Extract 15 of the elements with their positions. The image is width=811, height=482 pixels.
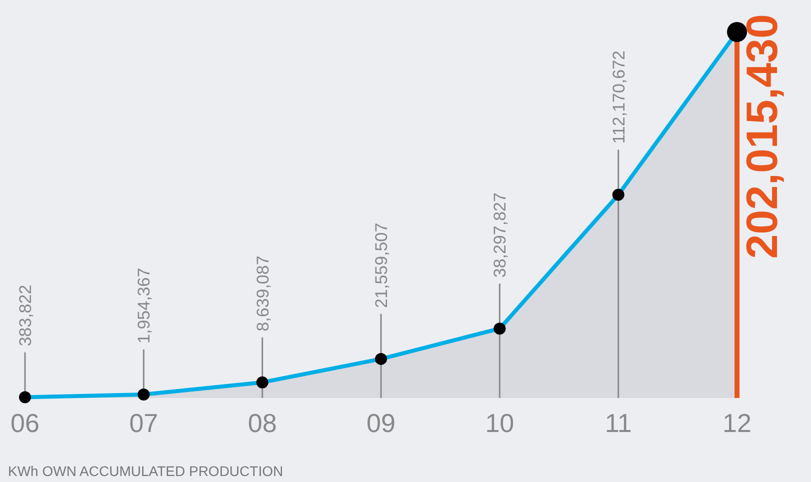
x-tick-label: 09: [366, 408, 396, 438]
text: KWh OWN ACCUMULATED PRODUCTION: [8, 463, 284, 479]
data-label: 112,170,672: [609, 50, 628, 144]
data-label: 202,015,430: [738, 14, 787, 259]
x-tick-label: 07: [129, 408, 158, 438]
x-tick-label: 06: [10, 408, 40, 438]
data-label: 8,639,087: [253, 256, 272, 332]
x-tick-label: 10: [485, 408, 514, 438]
data-label: 38,297,827: [490, 192, 510, 278]
x-tick-label: 08: [248, 408, 277, 438]
data-label: 1,954,367: [134, 268, 154, 344]
data-label: 21,559,507: [372, 222, 391, 308]
x-tick-label: 12: [722, 408, 752, 438]
data-label: 383,822: [16, 284, 35, 346]
x-tick-label: 11: [604, 408, 632, 438]
